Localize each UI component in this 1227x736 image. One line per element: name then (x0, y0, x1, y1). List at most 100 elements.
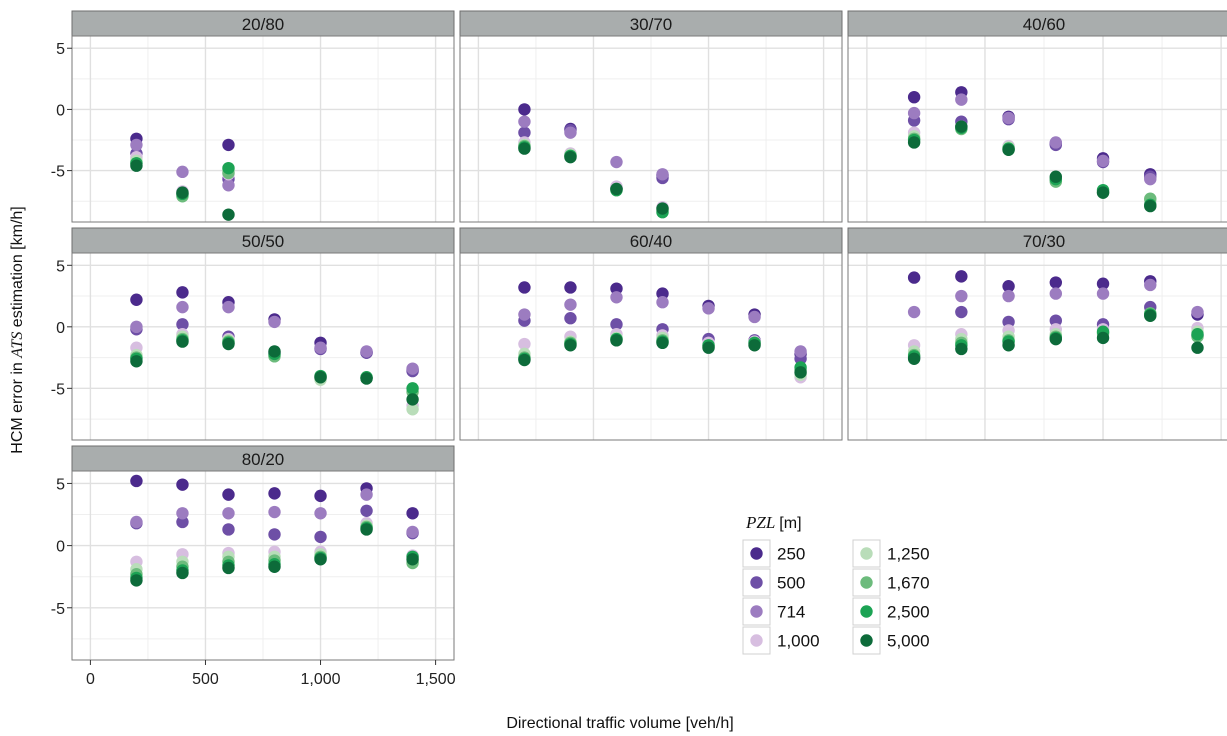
facet-panel: 70/30 (847, 227, 1227, 441)
plot-area (848, 253, 1227, 440)
axes-layer: 5 0 -5 5 0 -5 5 0 -5 0 500 1,000 1,500 (51, 41, 456, 688)
legend-swatch (860, 547, 873, 560)
data-point (1096, 287, 1110, 300)
legend-swatch (750, 605, 763, 618)
data-point (656, 168, 669, 181)
data-point (268, 315, 281, 329)
legend-item: 1,250 (852, 539, 930, 568)
facet-strip (459, 227, 843, 254)
data-point (907, 305, 921, 319)
data-points (518, 281, 807, 384)
panel-border (847, 252, 1227, 441)
panel-border (71, 252, 455, 441)
data-point (955, 270, 968, 283)
legend-key (852, 597, 881, 626)
data-point (518, 353, 531, 367)
data-point (314, 507, 327, 520)
data-point (176, 165, 189, 179)
facet-strip (847, 10, 1227, 37)
facet-panel: 40/60 (847, 10, 1227, 223)
data-point (1096, 186, 1110, 199)
data-point (130, 138, 143, 152)
legend-title: PZL [m] (745, 513, 802, 532)
data-point (610, 155, 623, 169)
data-point (564, 339, 577, 352)
data-point (518, 142, 531, 155)
data-points (130, 286, 419, 416)
legend-swatch (750, 576, 763, 589)
facet-strip (71, 227, 455, 254)
data-point (610, 334, 623, 347)
y-tick-label: 5 (56, 258, 65, 275)
facet-strip-label: 40/60 (1023, 15, 1066, 34)
legend-item: 5,000 (852, 626, 930, 655)
facet-panel: 60/40 (459, 227, 843, 441)
data-point (360, 488, 373, 501)
data-point (518, 126, 531, 139)
data-point (518, 308, 531, 321)
data-point (222, 179, 235, 192)
data-points (907, 270, 1204, 366)
y-tick-label: 0 (56, 102, 65, 119)
legend-item: 1,000 (742, 626, 820, 655)
data-point (1049, 287, 1063, 300)
y-tick-label: 5 (56, 41, 65, 58)
data-points (907, 86, 1157, 213)
data-point (222, 561, 235, 575)
data-point (176, 318, 189, 331)
y-tick-label: 0 (56, 320, 65, 337)
data-point (610, 291, 623, 304)
data-point (955, 342, 968, 356)
data-point (610, 318, 623, 331)
grid-lines (72, 36, 454, 222)
data-point (656, 287, 669, 300)
legend-label: 5,000 (887, 632, 930, 651)
data-point (1144, 309, 1157, 322)
facet-strip-label: 80/20 (242, 450, 285, 469)
data-point (406, 362, 419, 375)
y-axis-title-part-1: HCM error in (9, 358, 26, 454)
x-axis-title: Directional traffic volume [veh/h] (506, 715, 733, 732)
y-tick-label: -5 (51, 601, 65, 618)
data-point (1002, 289, 1015, 303)
legend-title-unit: [m] (779, 515, 801, 532)
data-point (564, 150, 577, 164)
data-point (406, 525, 419, 539)
data-point (268, 505, 281, 519)
legend-swatch (750, 634, 763, 647)
facet-panel: 30/70 (459, 10, 843, 223)
data-point (564, 298, 577, 311)
data-point (794, 366, 807, 379)
data-point (222, 208, 235, 221)
data-points (518, 103, 669, 219)
data-point (1191, 341, 1204, 354)
grid-lines (72, 471, 454, 660)
data-point (656, 202, 669, 215)
data-point (406, 507, 419, 520)
data-point (222, 523, 235, 536)
data-point (130, 320, 143, 334)
grid-lines (848, 253, 1227, 440)
data-point (955, 120, 968, 133)
data-point (222, 300, 235, 314)
legend-item: 250 (742, 539, 805, 568)
data-point (907, 271, 921, 284)
data-point (1144, 278, 1157, 292)
data-point (222, 337, 235, 351)
panel-border (71, 470, 455, 661)
data-point (1049, 314, 1063, 327)
data-point (314, 530, 327, 544)
data-point (518, 337, 531, 351)
facet-strip-label: 70/30 (1023, 232, 1066, 251)
data-points (130, 132, 235, 221)
data-point (518, 103, 531, 116)
data-point (360, 372, 373, 385)
legend-label: 2,500 (887, 603, 930, 622)
legend-label: 1,670 (887, 574, 930, 593)
data-point (176, 566, 189, 580)
data-point (176, 507, 189, 520)
facet-strip (71, 10, 455, 37)
data-point (907, 106, 921, 120)
facet-strip (847, 227, 1227, 254)
legend-label: 500 (777, 574, 805, 593)
